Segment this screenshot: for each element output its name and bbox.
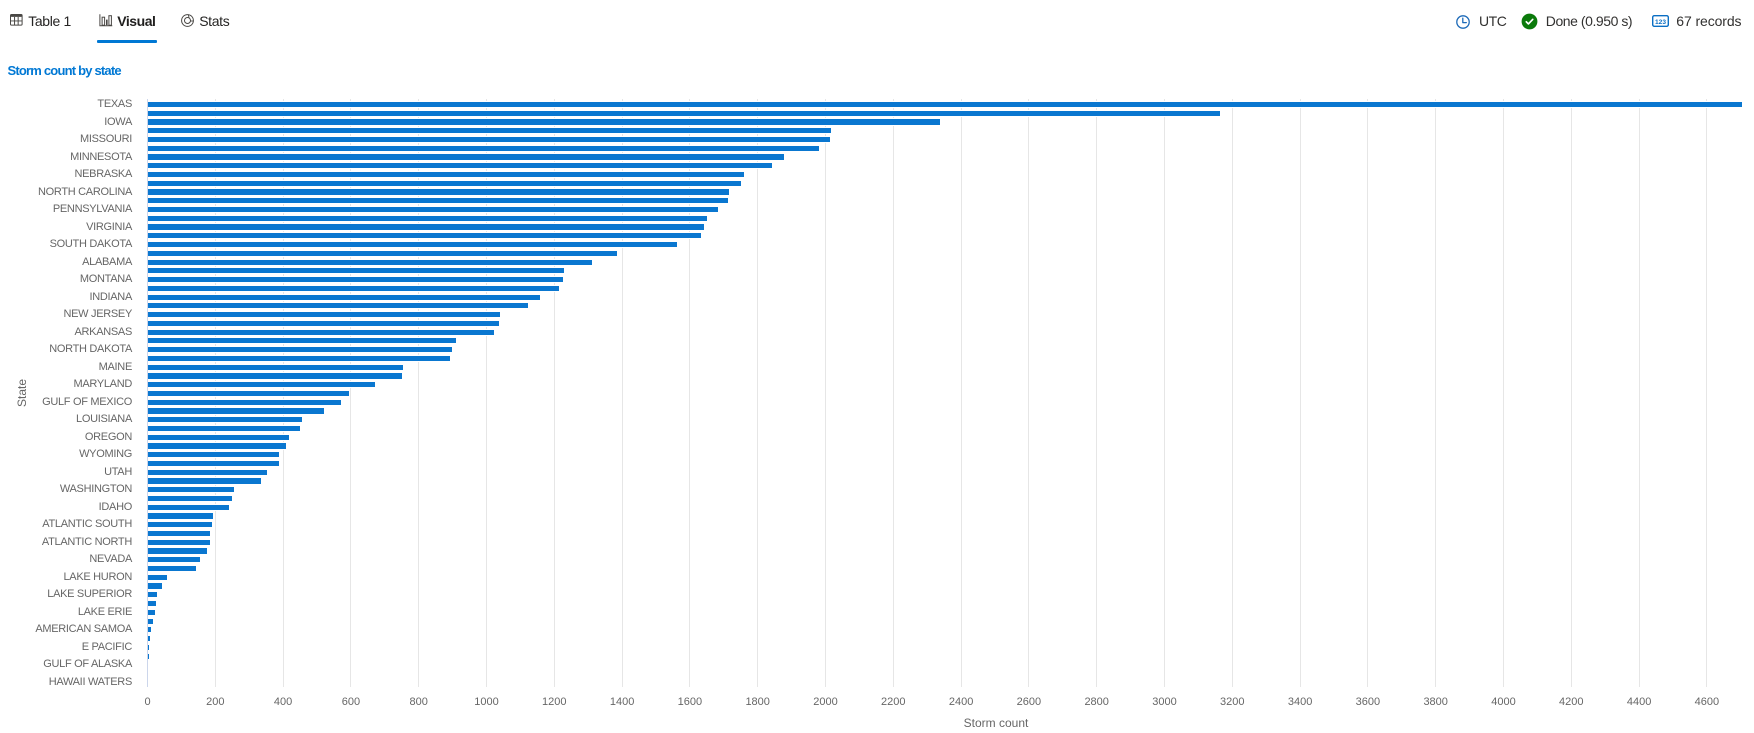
- svg-text:123: 123: [1655, 19, 1666, 26]
